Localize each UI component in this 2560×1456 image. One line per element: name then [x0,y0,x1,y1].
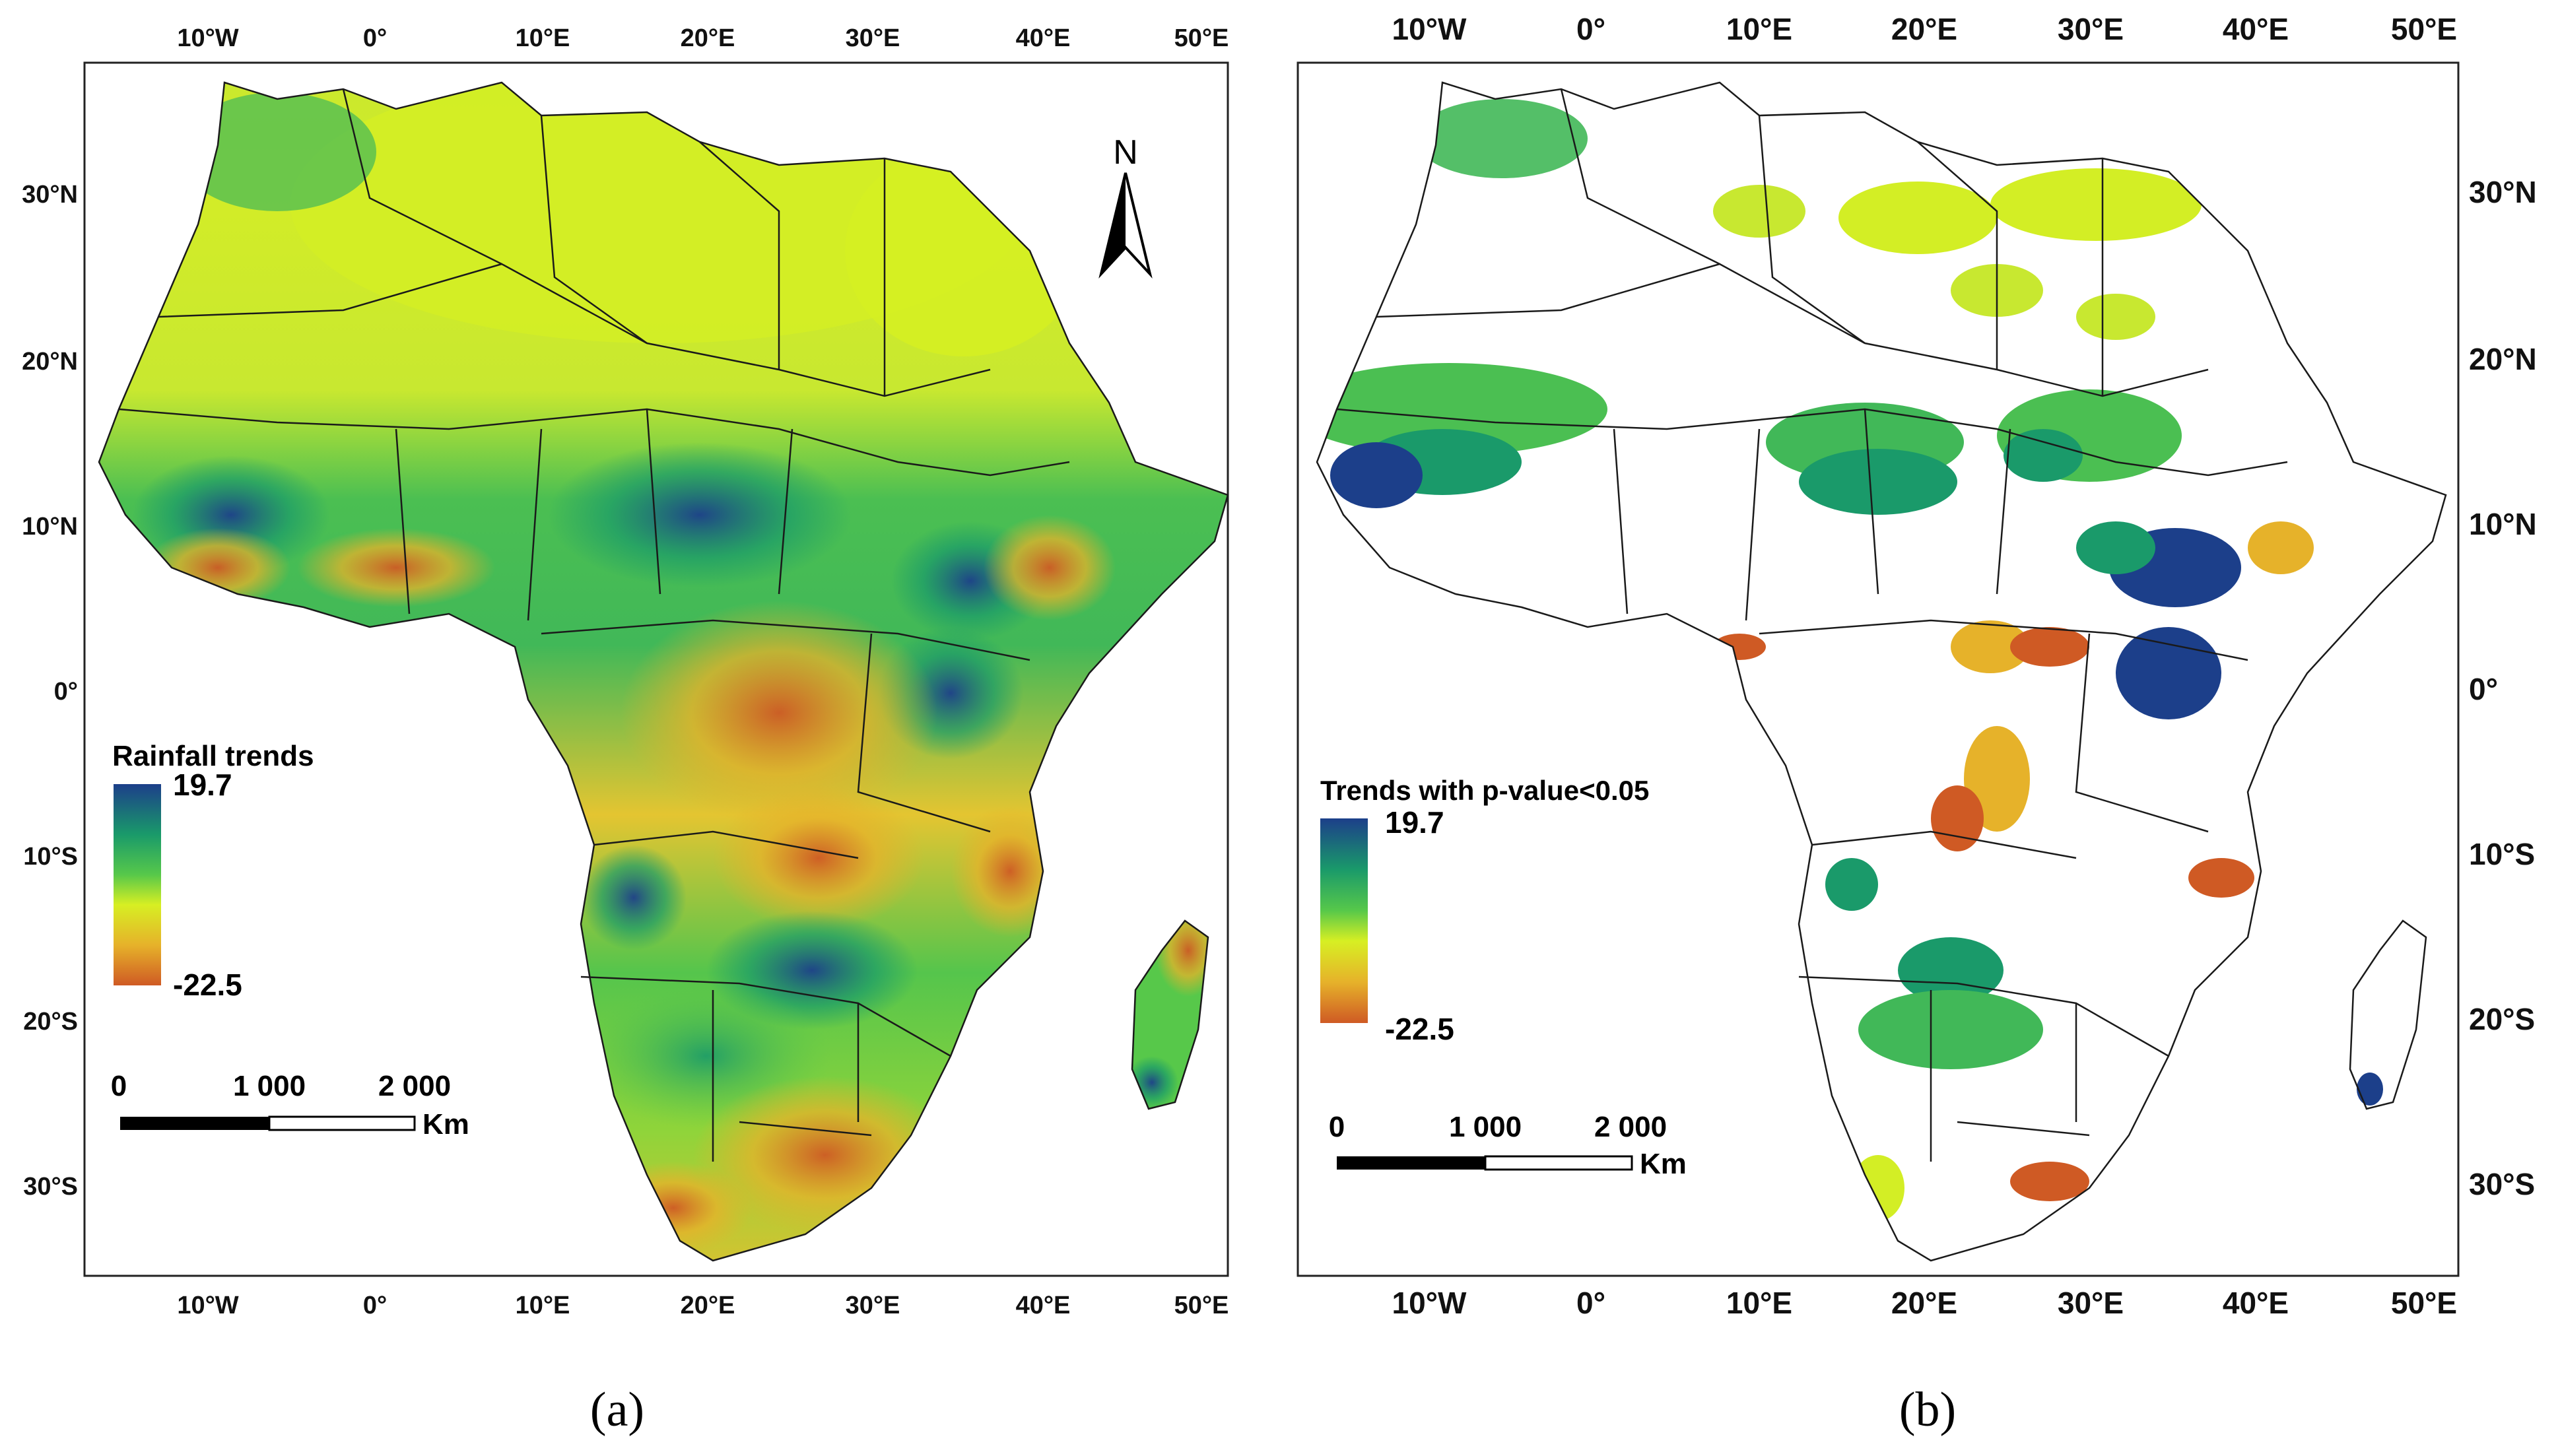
legend-b-max: 19.7 [1385,805,1444,840]
panel-a-bottom-ticks: 10°W 0° 10°E 20°E 30°E 40°E 50°E [177,1292,1229,1319]
scale-a-label-2: 2 000 [378,1070,451,1102]
legend-b-min: -22.5 [1385,1012,1454,1046]
legend-b: Trends with p-value<0.05 19.7 -22.5 [1320,775,1649,1046]
legend-a-max: 19.7 [173,768,232,802]
legend-a-colorbar [114,784,161,985]
tick-x-a-top-1: 0° [363,24,387,52]
north-arrow-fill-icon [1101,173,1126,274]
panel-b-top-ticks: 10°W 0° 10°E 20°E 30°E 40°E 50°E [1392,12,2458,46]
tick-x-a-bot-6: 50°E [1174,1292,1229,1319]
tick-x-a-top-4: 30°E [846,24,900,52]
tick-x-a-top-6: 50°E [1174,24,1229,52]
caption-b: (b) [1899,1383,1956,1437]
tick-x-a-top-2: 10°E [516,24,570,52]
scale-a-label-1: 1 000 [233,1070,306,1102]
panel-a-borders [98,81,1229,1262]
legend-b-title: Trends with p-value<0.05 [1320,775,1649,806]
legend-a-title: Rainfall trends [112,740,314,772]
tick-x-b-top-4: 30°E [2058,12,2124,46]
tick-x-b-bot-1: 0° [1576,1286,1605,1320]
tick-x-a-top-0: 10°W [177,24,238,52]
tick-y-a-0: 30°N [22,181,78,209]
tick-x-b-bot-2: 10°E [1726,1286,1792,1320]
tick-y-b-0: 30°N [2469,175,2537,209]
tick-x-b-bot-5: 40°E [2223,1286,2289,1320]
scale-a-unit: Km [422,1108,469,1141]
tick-x-a-bot-2: 10°E [516,1292,570,1319]
scale-b-unit: Km [1640,1148,1687,1180]
caption-a: (a) [590,1383,644,1437]
legend-a: Rainfall trends 19.7 -22.5 [112,740,314,1002]
panel-a: 10°W 0° 10°E 20°E 30°E 40°E 50°E 10°W 0°… [22,24,1229,1437]
tick-x-b-bot-4: 30°E [2058,1286,2124,1320]
tick-y-a-5: 20°S [23,1008,78,1036]
tick-y-a-4: 10°S [23,843,78,871]
scale-b-label-1: 1 000 [1449,1111,1522,1143]
tick-x-a-bot-4: 30°E [846,1292,900,1319]
tick-y-a-3: 0° [54,678,78,706]
north-arrow-label: N [1113,133,1138,172]
panel-b-right-ticks: 30°N 20°N 10°N 0° 10°S 20°S 30°S [2469,175,2537,1201]
tick-y-b-5: 20°S [2469,1002,2535,1036]
tick-x-a-bot-5: 40°E [1016,1292,1071,1319]
tick-x-b-top-6: 50°E [2391,12,2457,46]
scale-b-label-2: 2 000 [1594,1111,1667,1143]
north-arrow: N [1098,133,1153,279]
tick-x-b-top-3: 20°E [1891,12,1957,46]
tick-x-a-bot-3: 20°E [681,1292,735,1319]
tick-x-b-bot-0: 10°W [1392,1286,1467,1320]
tick-x-b-bot-6: 50°E [2391,1286,2457,1320]
tick-x-b-top-0: 10°W [1392,12,1467,46]
panel-b: 10°W 0° 10°E 20°E 30°E 40°E 50°E 10°W 0°… [1297,12,2537,1437]
tick-y-a-1: 20°N [22,348,78,376]
tick-y-b-2: 10°N [2469,507,2537,541]
tick-y-b-6: 30°S [2469,1167,2535,1201]
panel-a-top-ticks: 10°W 0° 10°E 20°E 30°E 40°E 50°E [177,24,1229,52]
tick-y-a-2: 10°N [22,513,78,541]
panel-a-left-ticks: 30°N 20°N 10°N 0° 10°S 20°S 30°S [22,181,78,1201]
tick-x-a-top-3: 20°E [681,24,735,52]
tick-x-b-top-5: 40°E [2223,12,2289,46]
tick-y-b-4: 10°S [2469,837,2535,871]
panel-b-africa [1316,81,2447,1262]
legend-b-colorbar [1320,818,1368,1023]
tick-y-b-1: 20°N [2469,342,2537,376]
panel-b-bottom-ticks: 10°W 0° 10°E 20°E 30°E 40°E 50°E [1392,1286,2458,1320]
tick-x-b-top-1: 0° [1576,12,1605,46]
tick-x-a-top-5: 40°E [1016,24,1071,52]
scale-bar-b: 0 1 000 2 000 Km [1329,1111,1687,1180]
tick-y-b-3: 0° [2469,672,2498,706]
scale-b-label-0: 0 [1329,1111,1345,1143]
legend-a-min: -22.5 [173,968,242,1002]
scale-a-label-0: 0 [111,1070,127,1102]
tick-x-b-top-2: 10°E [1726,12,1792,46]
tick-y-a-6: 30°S [23,1173,78,1201]
scale-bar-a: 0 1 000 2 000 Km [111,1070,469,1141]
tick-x-a-bot-1: 0° [363,1292,387,1319]
tick-x-a-bot-0: 10°W [177,1292,238,1319]
tick-x-b-bot-3: 20°E [1891,1286,1957,1320]
